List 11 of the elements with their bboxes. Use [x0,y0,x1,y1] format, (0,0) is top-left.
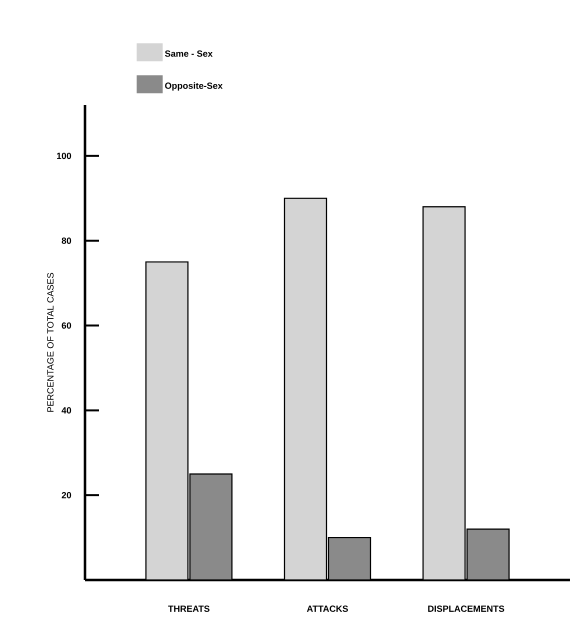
x-tick-label: DISPLACEMENTS [428,606,504,612]
legend-label: Same - Sex [164,50,213,57]
y-tick-label: 80 [62,238,72,244]
y-tick-label: 60 [62,322,72,329]
y-axis-title: PERCENTAGE OF TOTAL CASES [47,272,54,412]
legend-label: Opposite-Sex [165,82,223,91]
x-tick-label: ATTACKS [306,606,348,612]
x-tick-label: THREATS [168,606,210,612]
y-tick-label: 20 [62,492,72,498]
y-tick-label: 100 [57,152,72,160]
y-tick-label: 40 [62,407,72,414]
